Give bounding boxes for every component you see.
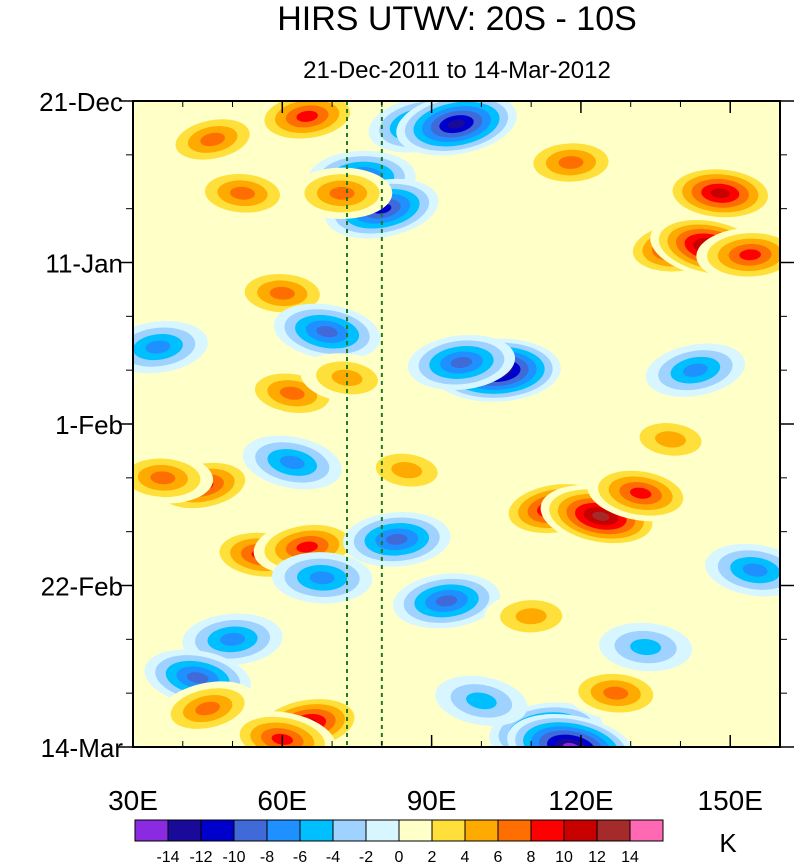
colorbar-swatch bbox=[299, 819, 334, 842]
y-tick-label: 11-Jan bbox=[45, 249, 123, 279]
anomaly-patch bbox=[145, 340, 171, 354]
y-tick-label: 1-Feb bbox=[55, 410, 123, 440]
anomaly-patch bbox=[630, 638, 662, 656]
colorbar-swatch bbox=[497, 819, 532, 842]
anomaly-patch bbox=[742, 563, 768, 577]
colorbar-swatch bbox=[332, 819, 367, 842]
colorbar-swatch bbox=[464, 819, 499, 842]
anomaly-patch bbox=[435, 595, 458, 607]
colorbar-label: 2 bbox=[428, 849, 437, 863]
anomaly-patch bbox=[450, 356, 473, 368]
colorbar-label: -14 bbox=[156, 849, 179, 863]
anomaly-patch bbox=[385, 533, 408, 545]
y-tick-label: 14-Mar bbox=[41, 733, 124, 763]
anomaly-patch bbox=[296, 541, 318, 553]
colorbar-label: -10 bbox=[222, 849, 245, 863]
anomaly-patch bbox=[603, 686, 629, 700]
anomaly-patch bbox=[195, 701, 220, 716]
x-tick-label: 90E bbox=[407, 785, 457, 816]
x-tick-label: 60E bbox=[257, 785, 307, 816]
colorbar-swatch bbox=[200, 819, 235, 842]
x-tick-label: 150E bbox=[698, 785, 763, 816]
colorbar-label: -2 bbox=[359, 849, 373, 863]
anomaly-patch bbox=[558, 156, 584, 169]
colorbar-swatch bbox=[266, 819, 301, 842]
axes: 30E 60E 90E 120E 150E 21-Dec 11-Jan 1-Feb 22-Feb… bbox=[39, 87, 794, 816]
y-tick-label: 21-Dec bbox=[39, 87, 123, 117]
colorbar-label: -4 bbox=[326, 849, 340, 863]
colorbar-swatch bbox=[398, 819, 433, 842]
colorbar-swatch bbox=[134, 819, 169, 842]
colorbar-swatch bbox=[530, 819, 565, 842]
colorbar-label: 12 bbox=[588, 849, 606, 863]
reference-lines bbox=[346, 101, 383, 747]
anomaly-patch bbox=[269, 286, 295, 300]
colorbar-label: -6 bbox=[293, 849, 307, 863]
anomaly-patch bbox=[592, 511, 610, 521]
colorbar-swatch bbox=[596, 819, 631, 842]
anomaly-patch bbox=[200, 132, 225, 147]
anomaly-patch bbox=[150, 471, 176, 485]
chart-title: HIRS UTWV: 20S - 10S bbox=[277, 0, 637, 38]
colorbar-swatch bbox=[629, 819, 664, 842]
colorbar-unit: K bbox=[719, 828, 737, 858]
anomaly-patch bbox=[655, 431, 686, 448]
colorbar: -14 -12 -10 -8 -6 -4 -2 0 2 4 6 8 10 12 14 bbox=[134, 819, 664, 863]
anomaly-patch bbox=[710, 188, 730, 199]
colorbar-swatch bbox=[233, 819, 268, 842]
colorbar-label: -8 bbox=[260, 849, 274, 863]
anomaly-patch bbox=[739, 249, 761, 261]
anomaly-patch bbox=[316, 326, 338, 338]
colorbar-swatch bbox=[563, 819, 598, 842]
anomaly-patch bbox=[447, 119, 466, 129]
chart-subtitle: 21-Dec-2011 to 14-Mar-2012 bbox=[303, 57, 611, 84]
colorbar-label: 10 bbox=[555, 849, 573, 863]
anomaly-patch bbox=[683, 363, 708, 377]
colorbar-label: 4 bbox=[461, 849, 470, 863]
anomaly-patch bbox=[331, 369, 363, 387]
colorbar-label: 14 bbox=[621, 849, 639, 863]
anomaly-patch bbox=[279, 386, 305, 400]
anomaly-patch bbox=[391, 461, 423, 479]
x-tick-label: 120E bbox=[548, 785, 613, 816]
anomaly-patch bbox=[515, 608, 547, 625]
anomaly-patch bbox=[187, 672, 209, 684]
colorbar-swatch bbox=[167, 819, 202, 842]
anomaly-patch bbox=[329, 186, 355, 200]
colorbar-label: -12 bbox=[189, 849, 212, 863]
colorbar-label: 8 bbox=[527, 849, 536, 863]
colorbar-label: 0 bbox=[395, 849, 404, 863]
anomaly-patch bbox=[309, 571, 335, 585]
anomaly-patch bbox=[296, 110, 318, 122]
anomaly-patch bbox=[279, 455, 305, 470]
anomaly-patch bbox=[220, 632, 246, 646]
colorbar-swatch bbox=[431, 819, 466, 842]
colorbar-swatch bbox=[365, 819, 400, 842]
anomaly-patch bbox=[230, 186, 255, 200]
anomaly-patch bbox=[466, 692, 497, 710]
colorbar-label: 6 bbox=[494, 849, 503, 863]
contour-field bbox=[133, 101, 780, 747]
anomaly-patch bbox=[629, 487, 652, 499]
x-tick-label: 30E bbox=[108, 785, 158, 816]
y-tick-label: 22-Feb bbox=[41, 572, 123, 602]
